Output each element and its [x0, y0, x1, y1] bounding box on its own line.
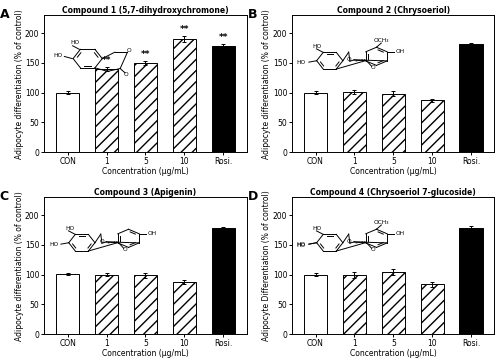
Bar [304, 93, 327, 152]
Text: B: B [248, 8, 257, 21]
Text: **: ** [180, 25, 189, 34]
Y-axis label: Adipocyte differentiation (% of control): Adipocyte differentiation (% of control) [14, 9, 24, 159]
Bar [134, 275, 157, 334]
Text: D: D [248, 190, 258, 203]
Bar [95, 69, 118, 152]
Title: Compound 4 (Chrysoeriol 7-glucoside): Compound 4 (Chrysoeriol 7-glucoside) [310, 187, 476, 197]
Text: **: ** [140, 50, 150, 59]
Text: A: A [0, 8, 10, 21]
Bar [172, 39, 196, 152]
Y-axis label: Adipocyte differentiation (% of control): Adipocyte differentiation (% of control) [262, 9, 272, 159]
Text: **: ** [218, 33, 228, 42]
Title: Compound 1 (5,7-dihydroxychromone): Compound 1 (5,7-dihydroxychromone) [62, 5, 228, 15]
Title: Compound 2 (Chrysoeriol): Compound 2 (Chrysoeriol) [337, 5, 450, 15]
Title: Compound 3 (Apigenin): Compound 3 (Apigenin) [94, 187, 196, 197]
Y-axis label: Adipocyte Differentiation (% of control): Adipocyte Differentiation (% of control) [262, 190, 272, 341]
Bar [172, 282, 196, 334]
Bar [382, 94, 405, 152]
Bar [212, 46, 235, 152]
Text: C: C [0, 190, 9, 203]
Bar [343, 92, 366, 152]
Bar [56, 274, 80, 334]
Bar [134, 63, 157, 152]
X-axis label: Concentration (μg/mL): Concentration (μg/mL) [102, 349, 189, 359]
Bar [460, 228, 483, 334]
Bar [420, 100, 444, 152]
Bar [460, 44, 483, 152]
X-axis label: Concentration (μg/mL): Concentration (μg/mL) [350, 349, 436, 359]
Bar [56, 93, 80, 152]
Text: **: ** [102, 56, 112, 65]
Bar [343, 275, 366, 334]
Bar [420, 284, 444, 334]
Bar [95, 275, 118, 334]
Bar [304, 275, 327, 334]
X-axis label: Concentration (μg/mL): Concentration (μg/mL) [102, 167, 189, 177]
Bar [212, 228, 235, 334]
Bar [382, 272, 405, 334]
Y-axis label: Adipocyte differentiation (% of control): Adipocyte differentiation (% of control) [14, 191, 24, 341]
X-axis label: Concentration (μg/mL): Concentration (μg/mL) [350, 167, 436, 177]
